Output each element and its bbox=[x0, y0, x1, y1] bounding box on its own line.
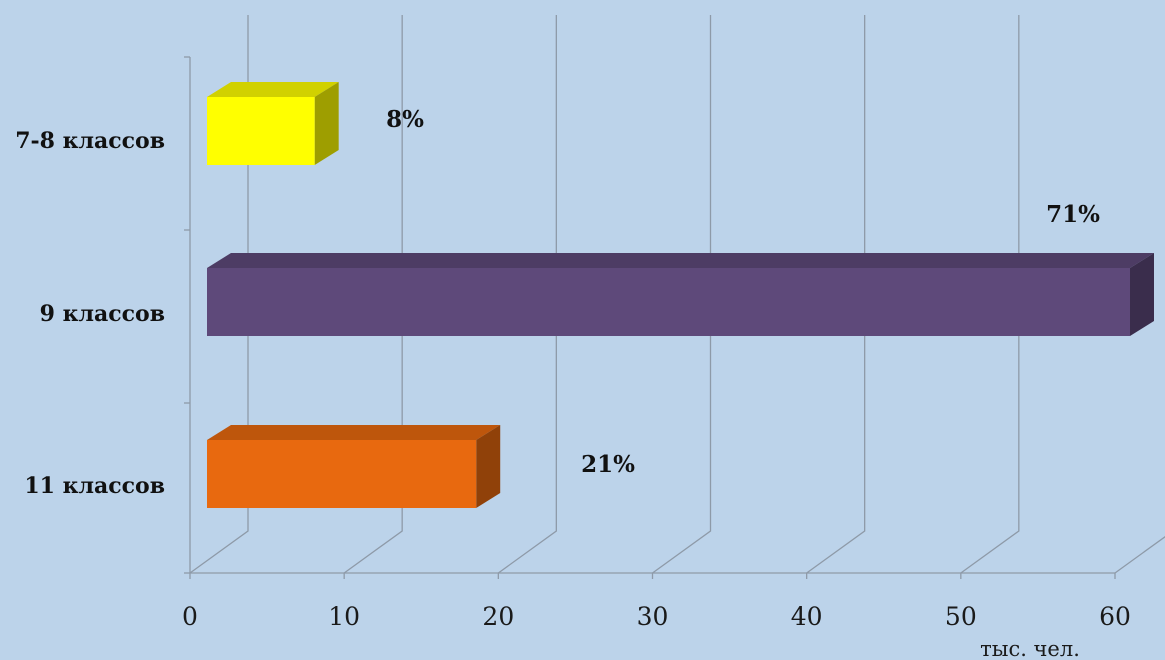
category-label: 11 классов bbox=[24, 473, 165, 499]
gridline bbox=[806, 15, 866, 574]
bar bbox=[207, 97, 315, 165]
x-tick-label: 0 bbox=[182, 602, 198, 631]
data-label: 21% bbox=[581, 451, 635, 478]
bar-side-face bbox=[1130, 253, 1154, 336]
gridline bbox=[343, 15, 403, 574]
category-label: 7-8 классов bbox=[15, 128, 165, 154]
bar bbox=[207, 268, 1130, 336]
bar-top-face bbox=[207, 253, 1154, 268]
bar-top-face bbox=[207, 82, 339, 97]
bar bbox=[207, 440, 477, 508]
x-tick-label: 30 bbox=[637, 602, 669, 631]
gridline bbox=[960, 15, 1020, 574]
x-tick-label: 40 bbox=[791, 602, 823, 631]
gridline bbox=[652, 15, 712, 574]
gridline bbox=[189, 15, 249, 574]
bar-top-face bbox=[207, 425, 501, 440]
bar-side-face bbox=[314, 82, 339, 165]
x-tick-label: 10 bbox=[328, 602, 360, 631]
label-layer: 0 10 20 30 40 50 60 7-8 классов 9 классов 11 клас… bbox=[15, 106, 1131, 631]
data-label: 71% bbox=[1046, 201, 1100, 228]
x-tick-label: 60 bbox=[1099, 602, 1131, 631]
axis-layer bbox=[184, 56, 1116, 579]
x-tick-label: 50 bbox=[945, 602, 977, 631]
bar-side-face bbox=[476, 425, 501, 508]
category-label: 9 классов bbox=[40, 301, 165, 327]
gridline bbox=[1114, 535, 1165, 574]
data-label: 8% bbox=[386, 106, 424, 133]
x-tick-label: 20 bbox=[482, 602, 514, 631]
x-axis-unit-label: тыс. чел. bbox=[980, 637, 1080, 660]
bar-layer bbox=[207, 82, 1154, 508]
grid-layer bbox=[189, 15, 1165, 574]
gridline bbox=[497, 15, 557, 574]
